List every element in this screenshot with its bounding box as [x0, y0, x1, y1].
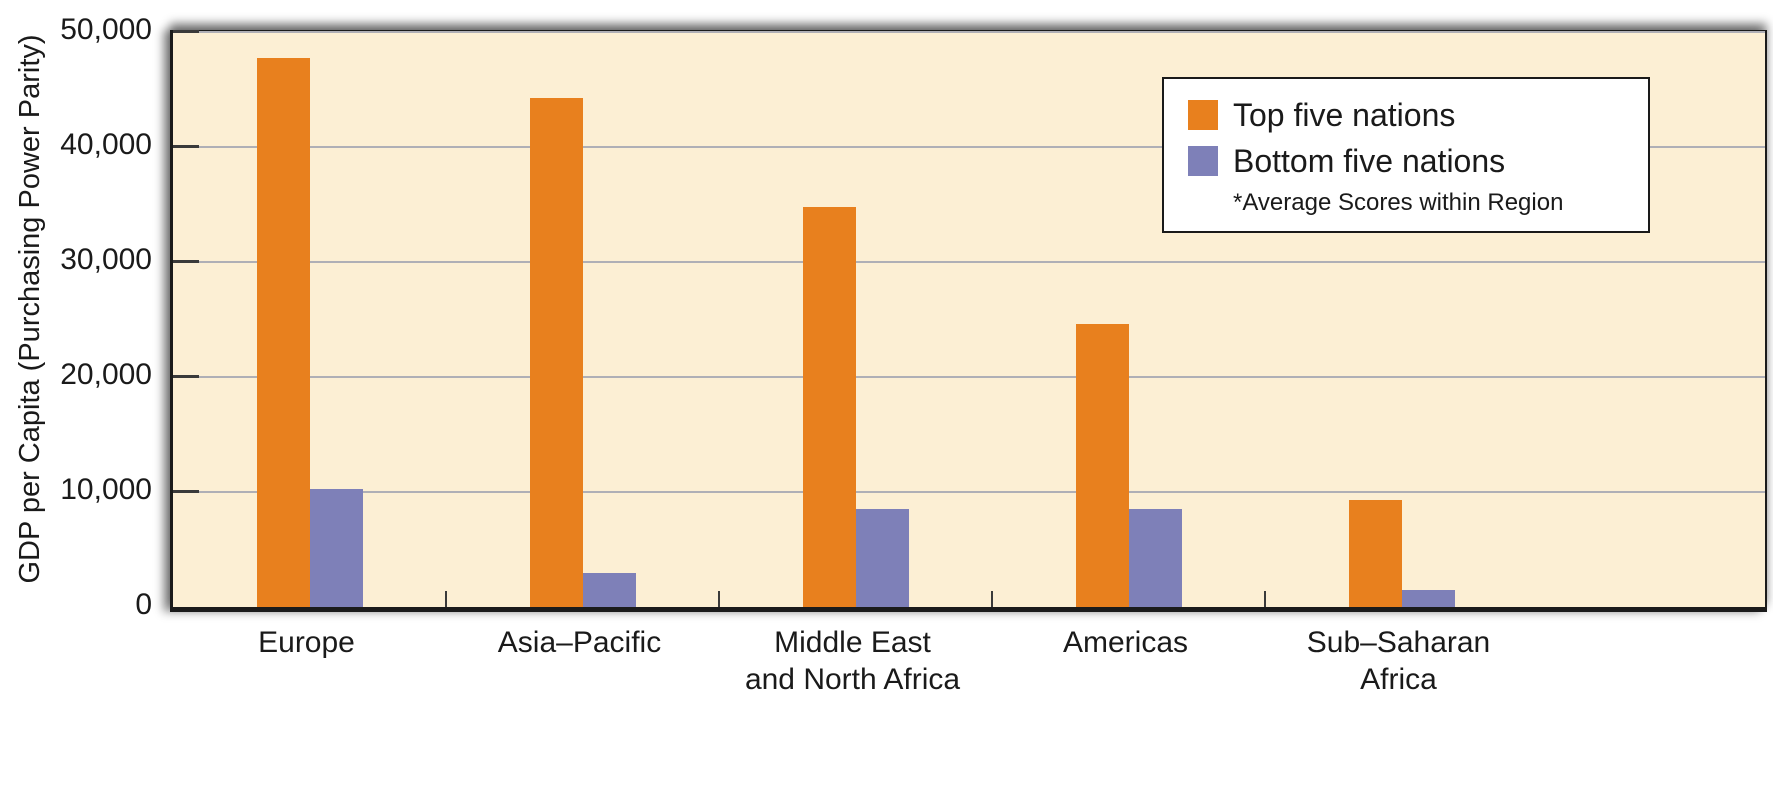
- y-axis-tick-labels: 0 10,000 20,000 30,000 40,000 50,000: [0, 15, 152, 620]
- y-tick-label-30000: 30,000: [60, 243, 152, 276]
- gridline-10000: [173, 491, 1765, 493]
- legend-swatch-top-five-icon: [1188, 100, 1218, 130]
- bar-bottom-five-nations-sub-saharan-africa: [1401, 589, 1455, 607]
- legend-label-bottom-five: Bottom five nations: [1233, 143, 1506, 179]
- legend: Top five nations Bottom five nations *Av…: [1162, 77, 1650, 233]
- legend-entry-top-five: Top five nations: [1188, 99, 1618, 131]
- x-category-label-sub-saharan-africa: Sub–Saharan Africa: [1306, 626, 1491, 696]
- x-category-label-europe: Europe: [258, 626, 355, 659]
- x-tick-mark-1: [445, 591, 447, 607]
- x-category-label-americas: Americas: [1062, 626, 1189, 659]
- legend-label-top-five: Top five nations: [1233, 97, 1456, 133]
- bar-bottom-five-nations-middle-east-and-north-africa: [855, 509, 909, 607]
- bar-bottom-five-nations-asia-pacific: [582, 572, 636, 607]
- y-tick-label-40000: 40,000: [60, 128, 152, 161]
- bar-bottom-five-nations-americas: [1128, 509, 1182, 607]
- bar-top-five-nations-europe: [256, 58, 310, 607]
- y-tick-label-0: 0: [135, 588, 152, 621]
- x-category-label-middle-east-and-north-africa: Middle East and North Africa: [744, 626, 961, 696]
- gridline-50000: [173, 31, 1765, 33]
- y-tick-mark-40000: [173, 145, 199, 148]
- y-tick-label-10000: 10,000: [60, 473, 152, 506]
- x-tick-mark-3: [991, 591, 993, 607]
- x-category-label-asia-pacific: Asia–Pacific: [497, 626, 662, 659]
- bar-top-five-nations-americas: [1075, 324, 1129, 607]
- y-tick-mark-20000: [173, 375, 199, 378]
- x-tick-mark-4: [1264, 591, 1266, 607]
- legend-swatch-bottom-five-icon: [1188, 146, 1218, 176]
- bar-top-five-nations-sub-saharan-africa: [1348, 500, 1402, 607]
- gridline-20000: [173, 376, 1765, 378]
- y-tick-label-50000: 50,000: [60, 13, 152, 46]
- legend-entry-bottom-five: Bottom five nations: [1188, 145, 1618, 177]
- bar-bottom-five-nations-europe: [309, 488, 363, 607]
- y-tick-mark-50000: [173, 30, 199, 33]
- x-axis-category-labels: Europe Asia–Pacific Middle East and North …: [170, 624, 1762, 734]
- x-tick-mark-2: [718, 591, 720, 607]
- plot-area: Top five nations Bottom five nations *Av…: [170, 30, 1767, 612]
- y-tick-mark-10000: [173, 490, 199, 493]
- bar-top-five-nations-asia-pacific: [529, 97, 583, 607]
- bar-top-five-nations-middle-east-and-north-africa: [802, 206, 856, 607]
- y-tick-mark-30000: [173, 260, 199, 263]
- y-tick-label-20000: 20,000: [60, 358, 152, 391]
- legend-note: *Average Scores within Region: [1233, 189, 1564, 216]
- gridline-30000: [173, 261, 1765, 263]
